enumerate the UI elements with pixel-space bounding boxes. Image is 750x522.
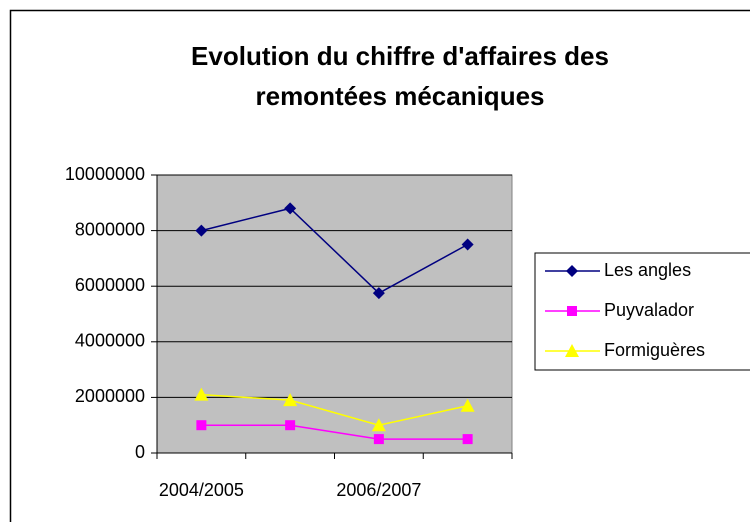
marker <box>371 418 386 432</box>
marker <box>195 224 208 237</box>
marker <box>372 287 385 300</box>
marker <box>285 420 296 431</box>
chart-title: Evolution du chiffre d'affaires des remo… <box>191 41 609 111</box>
series-line <box>201 424 468 440</box>
marker <box>462 434 473 445</box>
legend-label: Puyvalador <box>604 300 694 320</box>
marker <box>194 387 209 401</box>
marker <box>196 420 207 431</box>
legend-label: Formiguères <box>604 340 705 360</box>
marker <box>460 398 475 412</box>
y-tick-label: 10000000 <box>65 164 145 184</box>
y-tick-label: 6000000 <box>75 275 145 295</box>
x-tick-label: 2006/2007 <box>336 480 421 500</box>
x-tick-label: 2004/2005 <box>159 480 244 500</box>
series-line <box>201 207 468 295</box>
legend-label: Les angles <box>604 260 691 280</box>
plot-area <box>156 174 513 454</box>
legend-marker <box>567 306 577 316</box>
y-tick-label: 0 <box>135 442 145 462</box>
marker <box>283 393 298 407</box>
legend-marker <box>565 344 579 357</box>
marker <box>284 202 297 215</box>
series-line <box>201 393 468 426</box>
marker <box>373 434 384 445</box>
legend-marker <box>566 265 578 277</box>
y-tick-label: 2000000 <box>75 386 145 406</box>
y-tick-label: 8000000 <box>75 219 145 239</box>
marker <box>461 238 474 251</box>
y-tick-label: 4000000 <box>75 331 145 351</box>
